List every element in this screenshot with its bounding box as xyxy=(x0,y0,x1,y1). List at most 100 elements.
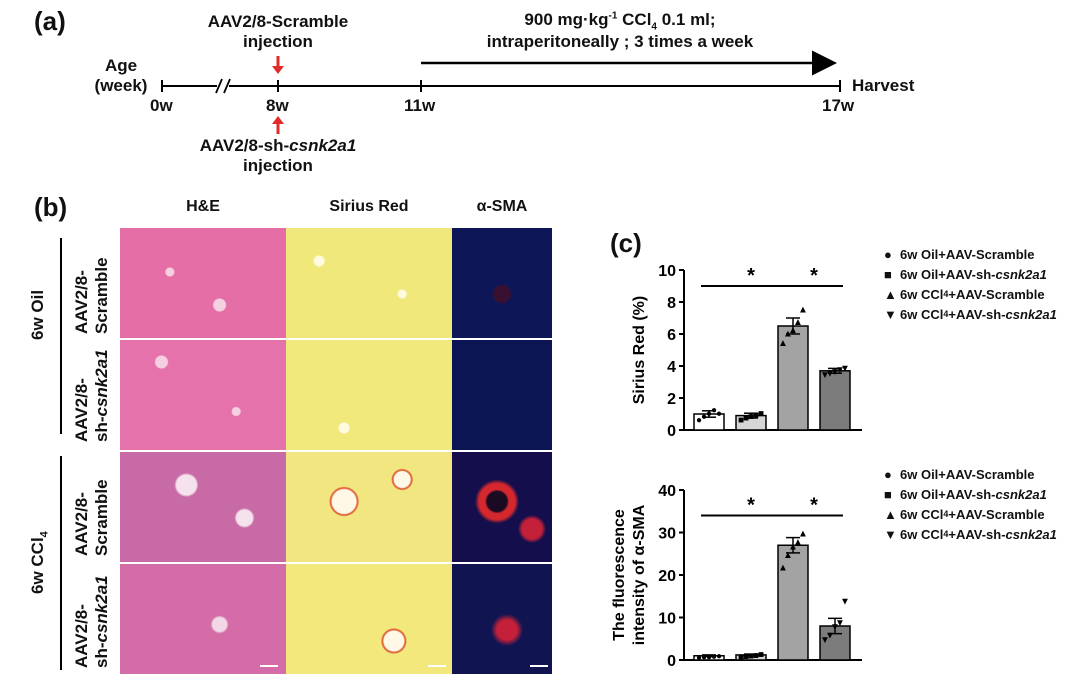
data-point: ▼ xyxy=(825,631,835,642)
data-point: ▼ xyxy=(835,365,845,376)
image-sirius-ccl4-sh xyxy=(286,564,452,674)
legend-item: ● 6w Oil+AAV-Scramble xyxy=(884,246,1035,262)
y-tick-label: 4 xyxy=(667,359,676,376)
row-label-oil-scramble: AAV2/8- Scramble xyxy=(72,257,111,334)
data-point: ■ xyxy=(743,651,749,662)
bar xyxy=(819,370,851,431)
image-sma-oil-sh xyxy=(452,340,552,450)
image-he-ccl4-sh xyxy=(120,564,286,674)
legend-top: ● 6w Oil+AAV-Scramble ■ 6w Oil+AAV-sh-csnk… xyxy=(884,244,1057,324)
y-tick-label: 30 xyxy=(658,526,676,543)
image-sirius-oil-scramble xyxy=(286,228,452,338)
y-tick-label: 40 xyxy=(658,483,676,500)
group-label-ccl4: 6w CCl4 xyxy=(28,531,51,594)
group-bracket-ccl4 xyxy=(60,456,62,670)
data-point: ■ xyxy=(753,410,759,421)
y-tick-label: 6 xyxy=(667,327,676,344)
data-point: ▲ xyxy=(798,304,808,315)
data-point: ▲ xyxy=(788,325,798,336)
data-point: ● xyxy=(716,408,722,419)
scale-bar-sma xyxy=(530,665,548,667)
data-point: ▲ xyxy=(793,537,803,548)
y-axis-label: intensity of α-SMA xyxy=(631,504,648,645)
y-tick-label: 0 xyxy=(667,653,676,670)
triangle-down-marker-icon: ▼ xyxy=(884,526,897,542)
y-tick-label: 2 xyxy=(667,391,676,408)
legend-item: ■ 6w Oil+AAV-sh-csnk2a1 xyxy=(884,266,1047,282)
triangle-up-marker-icon: ▲ xyxy=(884,506,897,522)
significance-marker: * xyxy=(810,265,818,287)
data-point: ▲ xyxy=(788,541,798,552)
tick-label-11w: 11w xyxy=(404,96,436,115)
y-tick-label: 10 xyxy=(658,263,676,280)
data-point: ● xyxy=(711,405,717,416)
legend-item: ■ 6w Oil+AAV-sh-csnk2a1 xyxy=(884,486,1047,502)
triangle-up-marker-icon: ▲ xyxy=(884,286,897,302)
data-point: ▼ xyxy=(840,597,850,608)
scale-bar-he xyxy=(260,665,278,667)
image-he-oil-sh xyxy=(120,340,286,450)
tick-label-0w: 0w xyxy=(150,96,173,115)
data-point: ■ xyxy=(748,651,754,662)
legend-item: ▼ 6w CCl 4 +AAV-sh-csnk2a1 xyxy=(884,306,1057,322)
significance-marker: * xyxy=(810,495,818,517)
bar xyxy=(777,544,809,661)
age-label: Age (week) xyxy=(94,56,148,95)
data-point: ▼ xyxy=(820,370,830,381)
data-point: ▲ xyxy=(793,317,803,328)
image-sirius-ccl4-scramble xyxy=(286,452,452,562)
data-point: ▼ xyxy=(825,368,835,379)
row-label-oil-sh: AAV2/8- sh-csnk2a1 xyxy=(72,349,111,442)
data-point: ● xyxy=(706,652,712,663)
image-he-oil-scramble xyxy=(120,228,286,338)
data-point: ■ xyxy=(748,412,754,423)
legend-item: ▲ 6w CCl 4 +AAV-Scramble xyxy=(884,506,1045,522)
data-point: ■ xyxy=(738,415,744,426)
data-point: ▼ xyxy=(840,364,850,375)
image-he-ccl4-scramble xyxy=(120,452,286,562)
column-header-he: H&E xyxy=(186,198,220,215)
data-point: ● xyxy=(696,415,702,426)
data-point: ▲ xyxy=(783,328,793,339)
y-axis-label: The fluorescence xyxy=(611,509,628,641)
column-header-alpha-sma: α-SMA xyxy=(476,198,528,215)
panel-a-label: (a) xyxy=(34,6,66,36)
data-point: ▲ xyxy=(783,550,793,561)
tick-label-8w: 8w xyxy=(266,96,289,115)
group-bracket-oil xyxy=(60,238,62,434)
y-tick-label: 8 xyxy=(667,295,676,312)
image-sma-ccl4-scramble xyxy=(452,452,552,562)
data-point: ▼ xyxy=(830,622,840,633)
image-sirius-oil-sh xyxy=(286,340,452,450)
data-point: ■ xyxy=(758,650,764,661)
scale-bar-sirius xyxy=(428,665,446,667)
data-point: ▲ xyxy=(798,529,808,540)
data-point: ● xyxy=(701,412,707,423)
harvest-label: Harvest xyxy=(852,76,915,95)
data-point: ● xyxy=(701,652,707,663)
panel-b-label: (b) xyxy=(34,192,68,222)
data-point: ■ xyxy=(743,413,749,424)
treatment-label: 900 mg·kg-1 CCl4 0.1 ml; intraperitoneal… xyxy=(486,10,754,52)
circle-marker-icon: ● xyxy=(884,466,892,482)
data-point: ▼ xyxy=(830,367,840,378)
data-point: ● xyxy=(696,653,702,664)
square-marker-icon: ■ xyxy=(884,266,892,282)
square-marker-icon: ■ xyxy=(884,486,892,502)
panel-c-label: (c) xyxy=(610,228,642,258)
legend-item: ● 6w Oil+AAV-Scramble xyxy=(884,466,1035,482)
data-point: ● xyxy=(711,651,717,662)
row-label-ccl4-scramble: AAV2/8- Scramble xyxy=(72,479,111,556)
data-point: ▲ xyxy=(778,338,788,349)
tick-label-17w: 17w xyxy=(822,96,855,115)
legend-item: ▼ 6w CCl 4 +AAV-sh-csnk2a1 xyxy=(884,526,1057,542)
circle-marker-icon: ● xyxy=(884,246,892,262)
data-point: ● xyxy=(716,651,722,662)
legend-bottom: ● 6w Oil+AAV-Scramble ■ 6w Oil+AAV-sh-csnk… xyxy=(884,464,1057,544)
data-point: ■ xyxy=(753,650,759,661)
data-point: ■ xyxy=(758,408,764,419)
sh-injection-label: AAV2/8-sh-csnk2a1 injection xyxy=(199,136,357,175)
y-tick-label: 0 xyxy=(667,423,676,440)
